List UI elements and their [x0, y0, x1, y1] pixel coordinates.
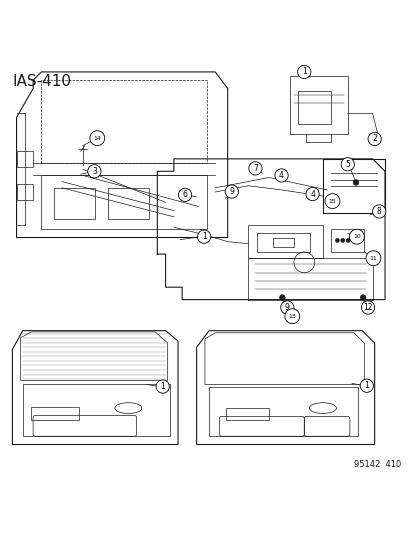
Text: 1: 1: [301, 67, 306, 76]
Circle shape: [324, 193, 339, 208]
Bar: [17, 184, 33, 200]
Text: 4: 4: [278, 171, 283, 180]
Circle shape: [352, 180, 358, 185]
Text: 95142  410: 95142 410: [354, 461, 401, 470]
Text: 1: 1: [363, 381, 368, 390]
Text: 6: 6: [182, 190, 187, 199]
Circle shape: [340, 238, 344, 243]
Text: IAS-410: IAS-410: [12, 74, 71, 89]
Circle shape: [274, 169, 287, 182]
Bar: [41, 175, 207, 229]
Bar: [107, 188, 149, 219]
Circle shape: [90, 131, 104, 146]
Circle shape: [349, 229, 363, 244]
Circle shape: [279, 295, 285, 301]
Bar: [297, 91, 330, 124]
Circle shape: [365, 251, 380, 265]
Text: 12: 12: [363, 303, 372, 312]
Text: 11: 11: [369, 256, 376, 261]
Circle shape: [367, 132, 380, 146]
Text: 4: 4: [309, 190, 314, 199]
Bar: [289, 76, 347, 134]
Text: 1: 1: [160, 382, 165, 391]
Bar: [54, 188, 95, 219]
Circle shape: [178, 188, 191, 201]
Circle shape: [345, 238, 349, 243]
Bar: [17, 151, 33, 167]
Circle shape: [335, 238, 339, 243]
Circle shape: [359, 295, 365, 301]
Circle shape: [361, 301, 374, 314]
Text: 13: 13: [287, 314, 296, 319]
Text: 1: 1: [201, 232, 206, 241]
Text: 10: 10: [352, 234, 360, 239]
Text: 2: 2: [371, 134, 376, 143]
Bar: [31, 407, 78, 419]
Circle shape: [297, 66, 310, 78]
Circle shape: [225, 185, 238, 198]
Text: 9: 9: [229, 187, 234, 196]
Circle shape: [156, 380, 169, 393]
Bar: [256, 233, 310, 252]
Circle shape: [248, 161, 261, 175]
Circle shape: [280, 301, 293, 314]
Text: 9: 9: [284, 303, 289, 312]
Text: 3: 3: [92, 167, 97, 176]
Circle shape: [359, 379, 373, 392]
Text: 5: 5: [344, 160, 349, 169]
Circle shape: [197, 230, 210, 244]
Text: 7: 7: [252, 164, 257, 173]
Circle shape: [305, 188, 318, 200]
Bar: [23, 384, 169, 436]
Bar: [330, 229, 363, 252]
Circle shape: [284, 309, 299, 324]
Circle shape: [88, 165, 101, 178]
Bar: [273, 238, 293, 247]
Text: 15: 15: [328, 199, 335, 204]
Text: 8: 8: [376, 207, 381, 216]
Bar: [209, 386, 357, 436]
Circle shape: [351, 238, 355, 243]
Text: 14: 14: [93, 136, 101, 141]
Bar: [225, 408, 268, 419]
Circle shape: [340, 158, 354, 171]
Circle shape: [372, 205, 385, 218]
